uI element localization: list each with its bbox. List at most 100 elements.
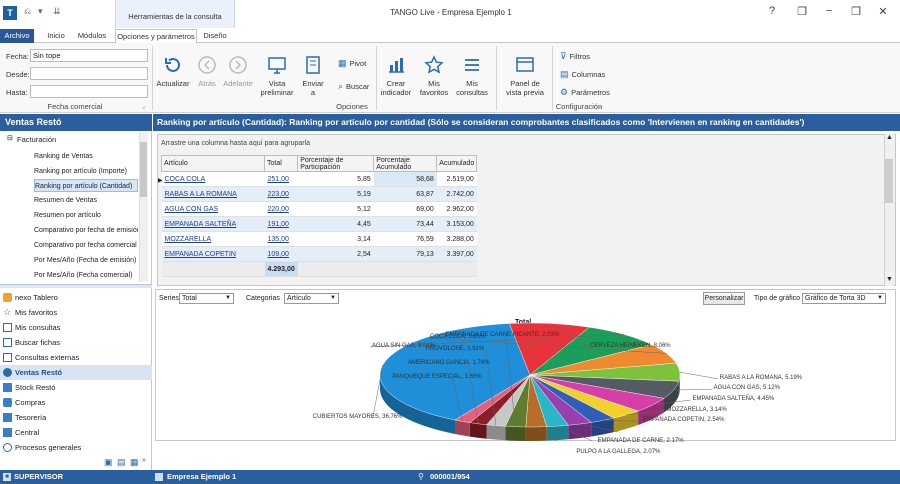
table-row[interactable]: EMPANADA COPETIN 109,00 2,54 79,13 3.397… [161,246,477,262]
maximize-button[interactable]: ❐ [851,6,861,18]
tree-item[interactable]: Comparativo por fecha de emisión [34,227,138,234]
categorias-select[interactable]: Artículo ▼ [284,293,339,304]
cell-total[interactable]: 223,00 [264,186,298,202]
nav-item-central[interactable]: Central [0,425,152,440]
grid-scroll-thumb[interactable] [885,159,893,203]
cell-articulo[interactable]: COCA COLA [161,171,265,187]
tree-item[interactable]: Ranking por artículo (Importe) [34,168,127,175]
nav-item-ventas-resto[interactable]: Ventas Restó [0,365,152,380]
tab-archivo[interactable]: Archivo [0,29,34,43]
columnas-button[interactable]: ▤ Columnas [560,69,605,80]
cell-total[interactable]: 135,00 [264,231,298,247]
table-row[interactable]: MOZZARELLA 135,00 3,14 76,59 3.288,00 [161,231,477,247]
panel-vista-previa-button[interactable]: Panel de vista previa [502,54,548,97]
enviar-a-button[interactable]: Enviar a [298,54,328,97]
close-button[interactable]: ✕ [878,6,888,18]
nav-item-consultas-externas[interactable]: Consultas externas [0,350,152,365]
columnas-label: Columnas [571,70,606,79]
tree-item[interactable]: Resumen de Ventas [34,197,98,204]
pie-slice[interactable] [379,323,531,421]
fecha-field[interactable]: Sin tope [30,49,148,62]
tree-root-facturacion[interactable]: Facturación [17,135,57,144]
tipo-grafico-select[interactable]: Gráfico de Torta 3D ▼ [802,293,886,304]
tree-item[interactable]: Por Mes/Año (Fecha comercial) [34,272,133,279]
filtros-button[interactable]: ⊽ Filtros [560,51,590,62]
cell-articulo[interactable]: RABAS A LA ROMANA [161,186,265,202]
column-header-porcentaje-acumulado[interactable]: Porcentaje Acumulado [373,155,438,172]
tab-inicio[interactable]: Inicio [47,31,65,40]
cell-articulo[interactable]: EMPANADA SALTEÑA [161,216,265,232]
personalizar-button[interactable]: Personalizar [703,292,745,305]
tree-scroll-thumb[interactable] [140,142,147,197]
splitter[interactable] [0,284,152,288]
tree-item[interactable]: Comparativo por fecha comercial [34,242,137,249]
minimize-button[interactable]: − [825,5,833,17]
tree-item[interactable]: Resumen por artículo [34,212,101,219]
nav-item-mis-consultas[interactable]: Mis consultas [0,320,152,335]
desde-field[interactable] [30,67,148,80]
collapse-icon[interactable]: ⊟ [7,135,13,142]
table-row[interactable]: EMPANADA SALTEÑA 191,00 4,45 73,44 3.153… [161,216,477,232]
cell-total[interactable]: 251,00 [264,171,298,187]
table-row[interactable]: RABAS A LA ROMANA 223,00 5,19 63,87 2.74… [161,186,477,202]
actualizar-label: Actualizar [156,79,190,88]
grid-scrollbar[interactable] [884,134,894,286]
actualizar-button[interactable]: Actualizar [156,54,190,88]
buscar-button[interactable]: ⌕ Buscar [338,81,369,92]
dialog-launcher-icon[interactable]: ⌟ [598,104,601,110]
dialog-launcher-icon[interactable]: ⌟ [142,104,145,110]
cell-total[interactable]: 191,00 [264,216,298,232]
tab-diseno[interactable]: Diseño [203,31,227,40]
scroll-down-icon[interactable]: ▼ [886,276,893,283]
crear-indicador-button[interactable]: Crear indicador [380,54,412,97]
nav-options-icon[interactable]: ▣ [104,457,113,467]
vista-preliminar-button[interactable]: Vista preliminar [260,54,294,97]
nav-item-compras[interactable]: Compras [0,395,152,410]
tree-item[interactable]: Por Mes/Año (Fecha de emisión) [34,257,137,264]
ribbon-toggle-button[interactable]: ❐ [797,6,807,18]
nav-item-mis-favoritos[interactable]: ☆ Mis favoritos [0,305,152,320]
column-header-total[interactable]: Total [263,155,299,172]
column-header-articulo[interactable]: Artículo [161,155,265,172]
table-row[interactable]: AGUA CON GAS 220,00 5,12 69,00 2.962,00 [161,201,477,217]
gear-icon: ⚙ [560,87,569,97]
group-by-hint[interactable]: Arrastre una columna hasta aquí para agr… [161,140,311,147]
help-button[interactable]: ? [768,5,776,17]
mis-consultas-button[interactable]: Mis consultas [454,54,490,97]
atras-button[interactable]: Atrás [194,54,220,88]
nav-item-nexo-tablero[interactable]: nexo Tablero [0,290,152,305]
tab-modulos[interactable]: Módulos [77,31,107,40]
nav-item-tesoreria[interactable]: Tesorería [0,410,152,425]
table-row[interactable]: COCA COLA 251,00 5,85 58,68 2.519,00 [161,171,477,187]
parametros-button[interactable]: ⚙ Parámetros [560,87,610,98]
column-header-acumulado[interactable]: Acumulado [436,155,478,172]
cell-articulo[interactable]: AGUA CON GAS [161,201,265,217]
nav-list-icon[interactable]: ▤ [117,457,126,467]
qat-customize-icon[interactable]: ⇊ [53,6,61,16]
adelante-button[interactable]: Adelante [222,54,254,88]
series-select[interactable]: Total ▼ [179,293,234,304]
cell-total[interactable]: 220,00 [264,201,298,217]
row-indicator-icon: ▶ [158,178,163,184]
cell-articulo[interactable]: MOZZARELLA [161,231,265,247]
cell-total[interactable]: 109,00 [264,246,298,262]
tab-opciones-parametros[interactable]: Opciones y parámetros [115,29,197,44]
cell-articulo[interactable]: EMPANADA COPETIN [161,246,265,262]
nav-item-buscar-fichas[interactable]: Buscar fichas [0,335,152,350]
pivot-button[interactable]: ▦ Pivot [338,58,366,69]
app-logo-icon[interactable]: T [3,6,17,20]
column-header-participacion[interactable]: Porcentaje de Participación [297,155,375,172]
hasta-field[interactable] [30,85,148,98]
categorias-value: Artículo [287,295,311,302]
mis-favoritos-button[interactable]: Mis favoritos [418,54,450,97]
scroll-up-icon[interactable]: ▲ [886,134,893,141]
tree-scrollbar[interactable] [139,132,148,282]
qat-dropdown-icon[interactable]: ▾ [38,6,43,16]
tree-item[interactable]: Ranking de Ventas [34,153,93,160]
tree-item-selected[interactable]: Ranking por artículo (Cantidad) [34,179,138,192]
nav-item-stock-resto[interactable]: Stock Restó [0,380,152,395]
nav-grid-icon[interactable]: ▦ [130,457,139,467]
nav-more-icon[interactable]: » [142,457,146,464]
undo-icon[interactable]: ⎌ [24,6,32,16]
nav-item-procesos-generales[interactable]: Procesos generales [0,440,152,455]
